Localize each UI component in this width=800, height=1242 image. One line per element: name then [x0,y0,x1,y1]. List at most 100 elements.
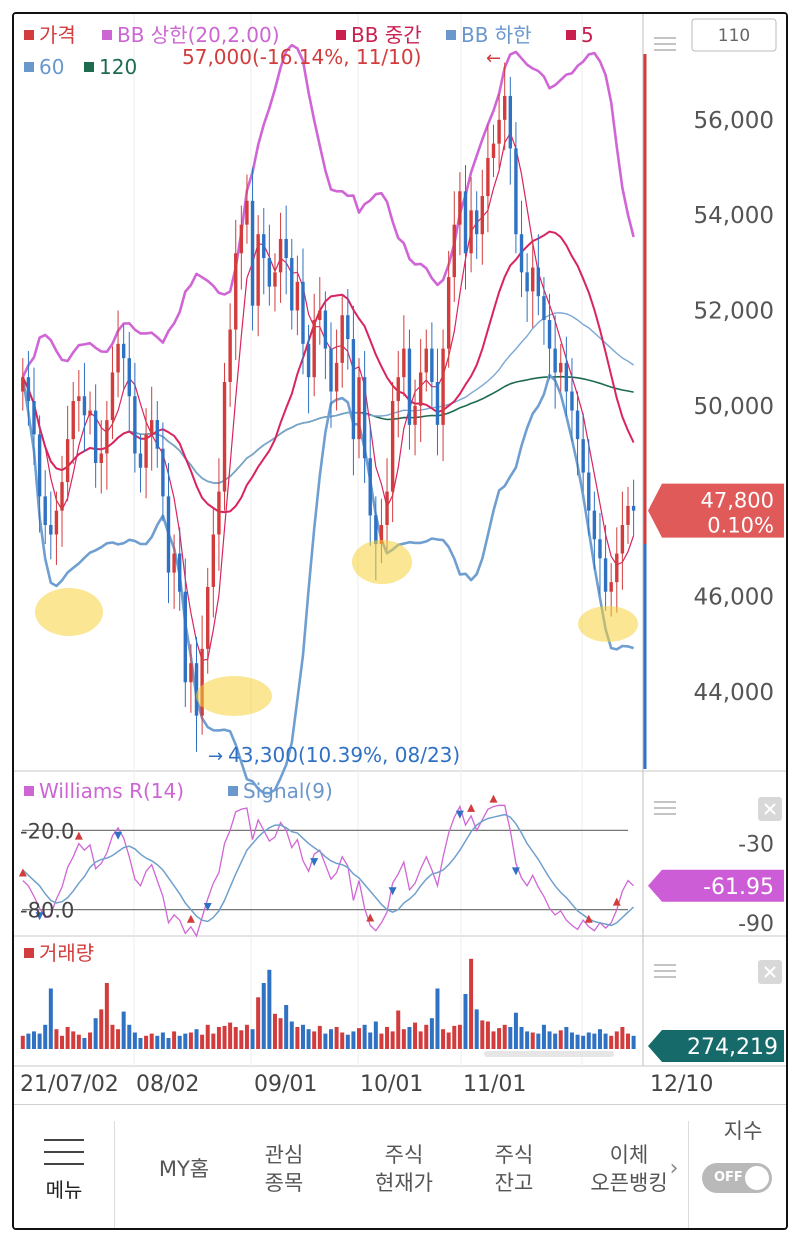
candle-body [183,591,188,683]
volume-bar [116,1029,121,1049]
volume-bar [368,1032,373,1049]
candle-body [503,95,507,120]
volume-bar [413,1022,418,1049]
candle-body [446,277,451,349]
candle-body [245,200,249,225]
volume-bar [530,1032,535,1049]
legend-label: 거래량 [39,941,94,965]
candle-body [273,272,277,287]
volume-bar [502,1024,507,1049]
candle-body [318,310,322,320]
sell-signal-arrow-icon [388,887,397,896]
williams-axis-tick: -30 [738,833,774,858]
volume-bar [429,1018,434,1049]
candle-body [206,586,210,649]
drag-handle-icon[interactable] [654,964,676,978]
volume-bar [37,1033,42,1049]
nav-stock-balance[interactable]: 주식 잔고 [494,1143,534,1195]
legend-swatch [566,30,576,40]
candle-body [329,348,333,392]
williams-value-badge [648,869,784,902]
app-frame: 가격 BB 상한(20,2.00) BB 중간 BB 하한 5 60 120 57,000(-… [12,12,788,1230]
candle-body [278,238,283,273]
volume-bar [513,1012,518,1049]
candle-body [474,210,479,235]
volume-bar [407,1027,412,1049]
toggle-state-label: OFF [714,1170,743,1185]
nav-transfer-openbanking[interactable]: 이체 오픈뱅킹 [590,1143,668,1195]
volume-bar [312,1031,317,1049]
buy-signal-arrow-icon [366,913,375,922]
volume-bar [88,1032,93,1049]
volume-bar [278,1018,283,1049]
legend-swatch [228,786,238,796]
volume-bar [525,1031,530,1049]
volume-bar [256,997,261,1049]
highlight-marker [578,606,638,642]
candle-body [256,234,260,306]
volume-bar [65,1027,70,1049]
candle-body [368,458,372,516]
volume-bar [43,1024,48,1049]
drag-handle-icon[interactable] [654,37,676,51]
volume-bar [357,1028,362,1049]
candle-body [32,401,36,435]
volume-bar [160,1032,165,1049]
volume-bar [233,1027,238,1049]
candle-body [581,439,585,473]
volume-bar [211,1033,216,1049]
volume-bar [614,1031,619,1049]
highlight-marker [352,540,412,584]
candle-body [54,510,59,535]
volume-bar [558,1030,563,1049]
candle-body [430,348,434,382]
candle-body [458,191,462,225]
buy-signal-arrow-icon [612,897,621,906]
volume-bar [469,958,474,1049]
volume-bar [385,1027,390,1049]
volume-bar [586,1032,591,1049]
candle-body [121,343,126,359]
buy-signal-arrow-icon [489,794,498,803]
x-axis-tick: 10/01 [360,1072,423,1097]
candle-body [351,339,356,440]
index-toggle[interactable]: OFF [702,1163,772,1193]
volume-bar [323,1033,328,1049]
bollinger-middle-line [21,230,635,514]
period-input[interactable] [691,18,777,52]
stock-chart[interactable]: 가격 BB 상한(20,2.00) BB 중간 BB 하한 5 60 120 57,000(-… [14,14,786,1102]
volume-bar [149,1033,154,1049]
volume-bar [345,1034,350,1049]
candle-body [217,491,221,535]
volume-bar [463,994,468,1049]
volume-bar [553,1033,558,1049]
candle-body [435,381,440,425]
volume-bar [82,1038,87,1049]
drag-handle-line [654,964,676,966]
legend-label: 120 [99,55,137,79]
volume-bar [48,988,53,1049]
candle-body [587,472,591,511]
current-price-badge [648,483,784,538]
candle-body [463,191,468,254]
chevron-right-icon[interactable]: › [669,1156,679,1181]
sell-signal-arrow-icon [455,810,464,819]
candle-body [228,329,232,382]
menu-button[interactable]: 메뉴 [14,1105,114,1228]
scroll-thumb[interactable] [484,1051,614,1057]
candle-body [491,143,496,158]
legend-label: Signal(9) [243,779,333,803]
nav-my-home[interactable]: MY홈 [158,1157,210,1181]
volume-bar [132,1032,137,1049]
drag-handle-icon[interactable] [654,801,676,815]
nav-stock-price[interactable]: 주식 현재가 [375,1143,433,1195]
candle-body [49,524,53,535]
nav-watchlist[interactable]: 관심 종목 [264,1143,304,1195]
volume-bar [194,1029,199,1049]
candle-body [379,524,384,545]
volume-bar [351,1031,356,1049]
volume-bar [284,1005,289,1049]
volume-bar [446,1032,451,1049]
candle-body [497,119,501,144]
close-icon-glyph [764,803,776,815]
